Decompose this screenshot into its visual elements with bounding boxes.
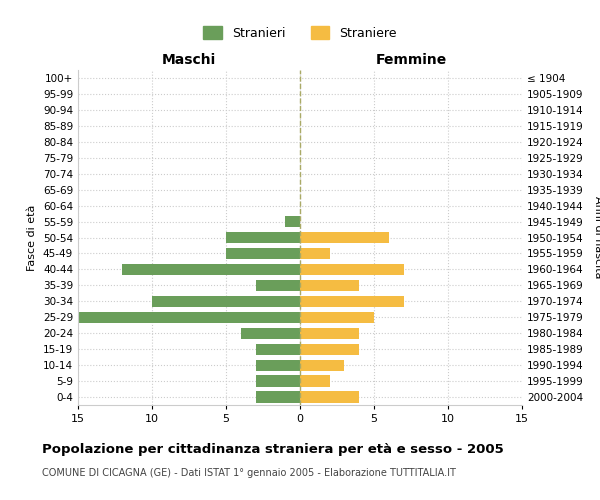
Bar <box>300 296 404 307</box>
Text: Popolazione per cittadinanza straniera per età e sesso - 2005: Popolazione per cittadinanza straniera p… <box>42 442 504 456</box>
Bar <box>285 216 300 227</box>
Bar <box>256 280 300 291</box>
Bar <box>300 392 359 402</box>
Bar <box>300 232 389 243</box>
Y-axis label: Fasce di età: Fasce di età <box>28 204 37 270</box>
Bar <box>152 296 300 307</box>
Text: Femmine: Femmine <box>376 53 446 67</box>
Bar <box>300 328 359 339</box>
Bar <box>122 264 300 275</box>
Bar <box>300 264 404 275</box>
Bar <box>241 328 300 339</box>
Bar <box>300 344 359 355</box>
Bar <box>78 312 300 323</box>
Bar <box>300 360 344 370</box>
Bar <box>300 248 329 259</box>
Bar <box>226 232 300 243</box>
Y-axis label: Anni di nascita: Anni di nascita <box>593 196 600 279</box>
Text: COMUNE DI CICAGNA (GE) - Dati ISTAT 1° gennaio 2005 - Elaborazione TUTTITALIA.IT: COMUNE DI CICAGNA (GE) - Dati ISTAT 1° g… <box>42 468 456 477</box>
Bar <box>256 344 300 355</box>
Legend: Stranieri, Straniere: Stranieri, Straniere <box>199 22 401 44</box>
Bar <box>256 360 300 370</box>
Bar <box>256 392 300 402</box>
Bar <box>300 312 374 323</box>
Bar <box>256 376 300 386</box>
Bar <box>300 376 329 386</box>
Bar <box>226 248 300 259</box>
Text: Maschi: Maschi <box>162 53 216 67</box>
Bar <box>300 280 359 291</box>
